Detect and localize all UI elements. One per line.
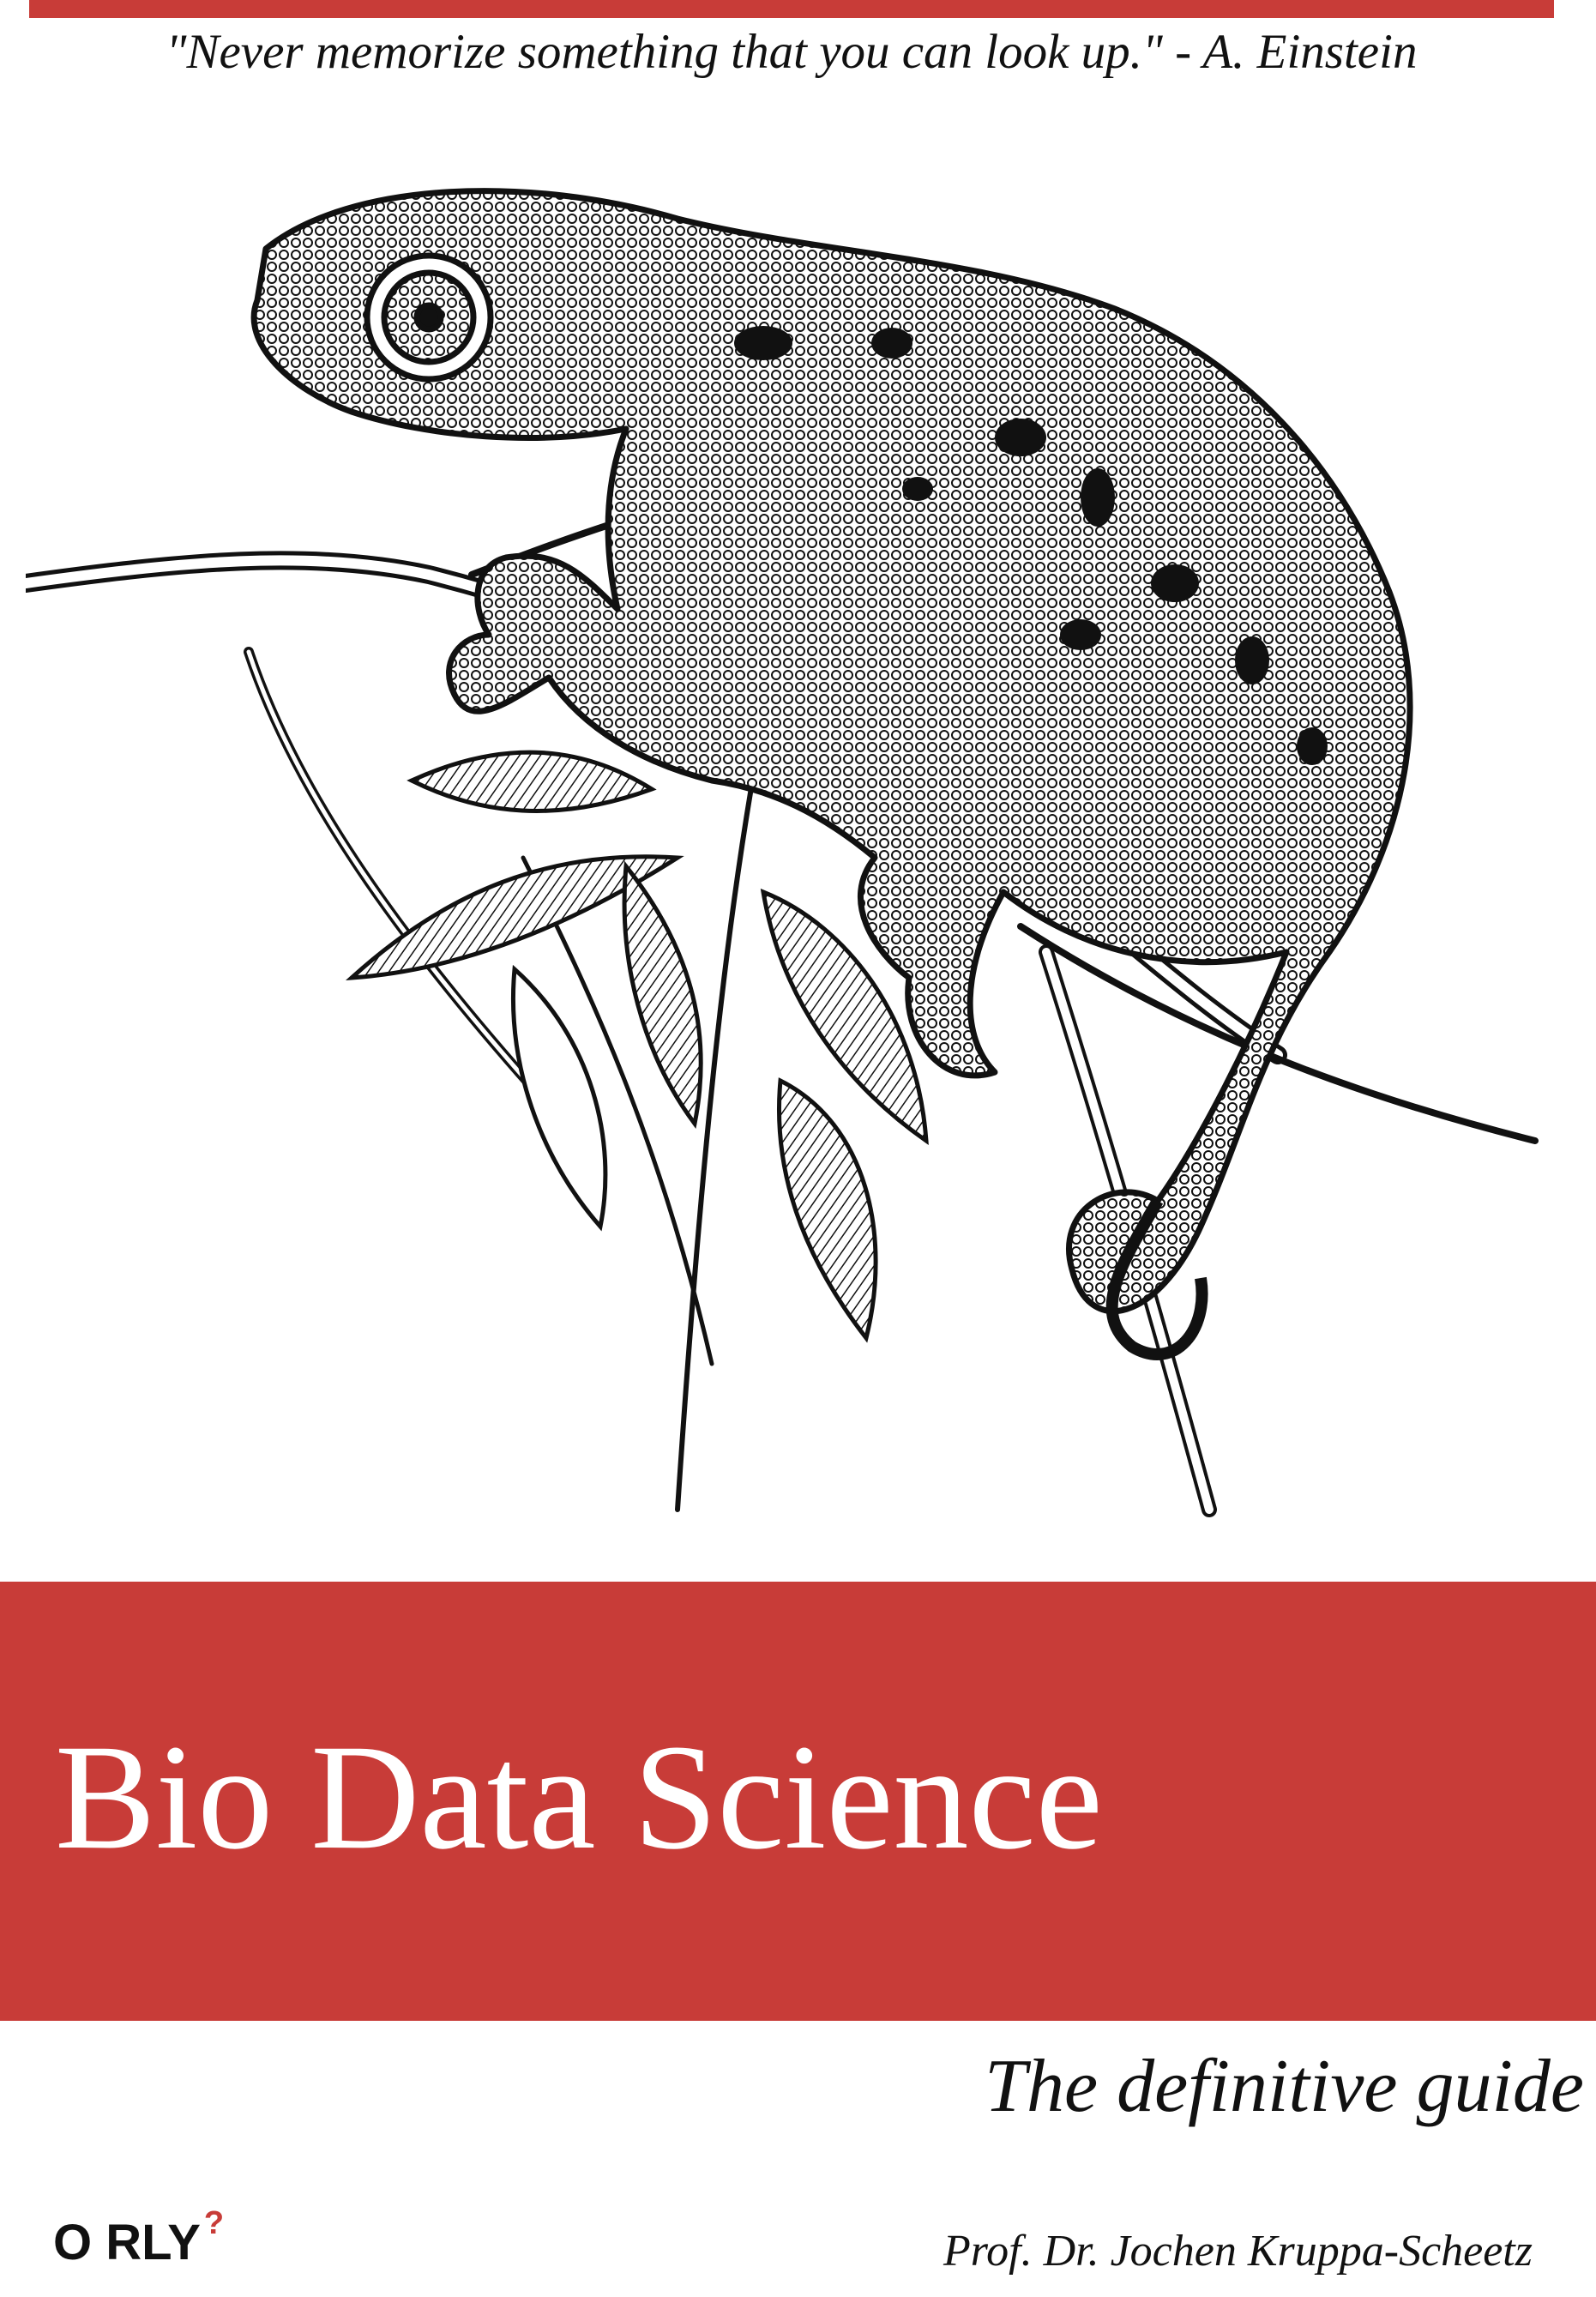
publisher-logo: O RLY? (53, 2205, 224, 2279)
publisher-name: O RLY (53, 2215, 201, 2270)
book-subtitle: The definitive guide (985, 2045, 1584, 2128)
book-author: Prof. Dr. Jochen Kruppa-Scheetz (943, 2227, 1533, 2276)
cover-quote: "Never memorize something that you can l… (166, 25, 1418, 79)
book-title: Bio Data Science (55, 1714, 1103, 1881)
chameleon-illustration (26, 188, 1539, 1517)
publisher-question-mark: ? (203, 2205, 225, 2241)
top-accent-bar (29, 0, 1554, 18)
title-band (0, 1582, 1596, 2021)
